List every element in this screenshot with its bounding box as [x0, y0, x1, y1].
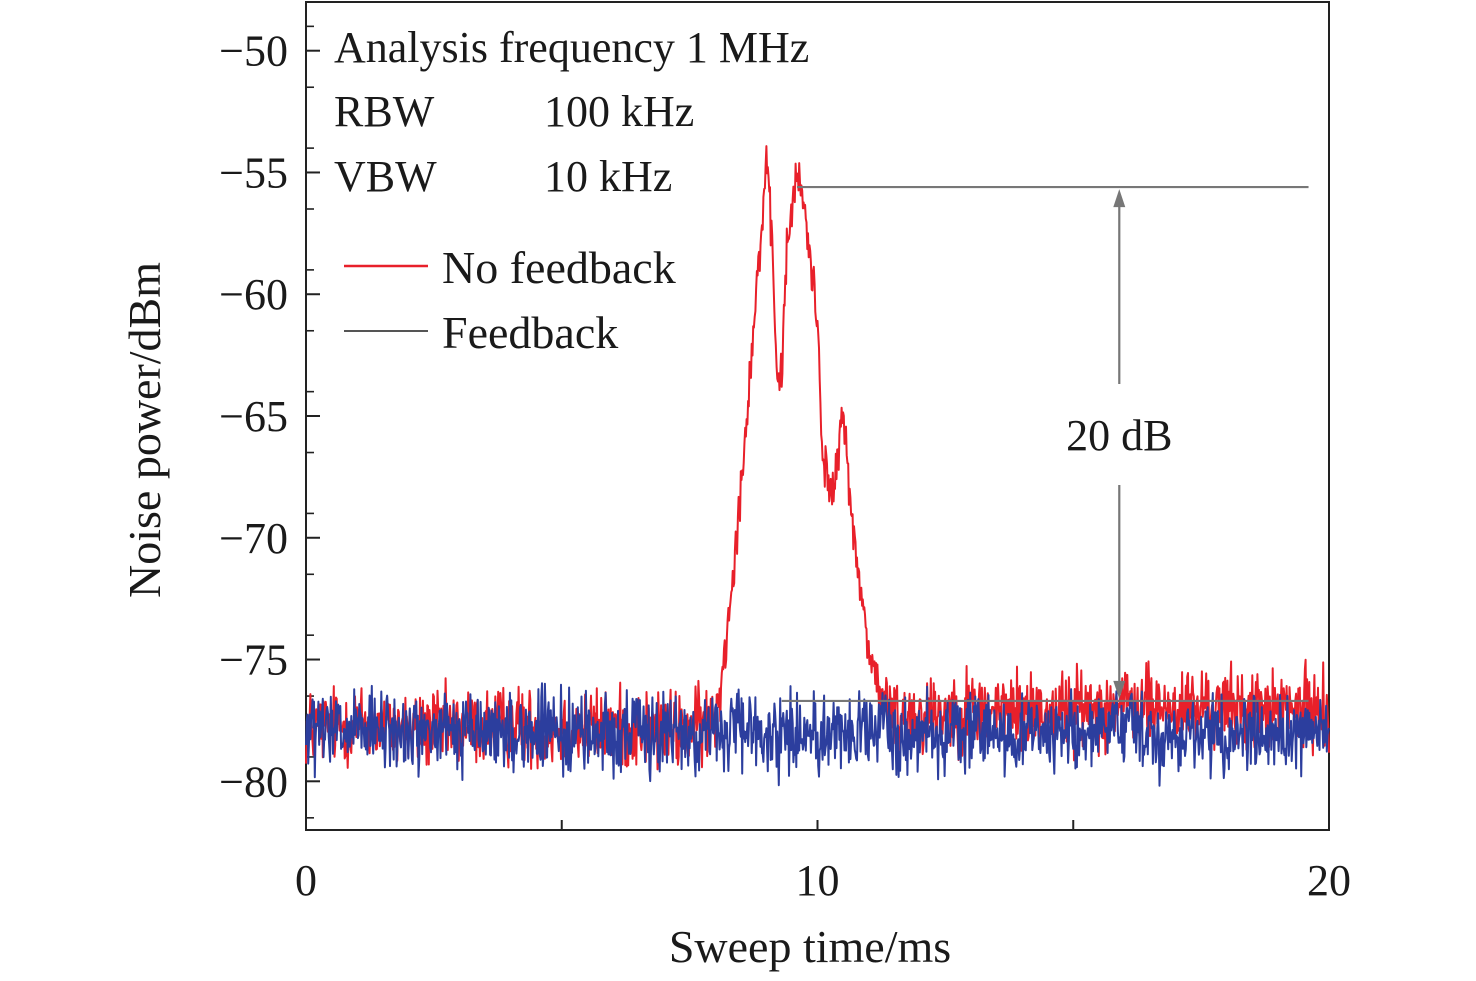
difference-marker: 20 dB — [781, 185, 1309, 703]
x-tick-label: 0 — [295, 856, 317, 905]
y-tick-label: −70 — [219, 514, 288, 563]
y-tick-label: −65 — [219, 392, 288, 441]
x-tick-label: 10 — [796, 856, 840, 905]
x-axis-title: Sweep time/ms — [669, 921, 951, 972]
arrow-head-up-icon — [1113, 189, 1126, 208]
legend-label-no-feedback: No feedback — [442, 242, 676, 293]
info-line-2-value: 100 kHz — [544, 87, 694, 136]
info-line-1: Analysis frequency 1 MHz — [334, 23, 809, 72]
y-tick-label: −80 — [219, 757, 288, 806]
info-line-3-label: VBW — [334, 152, 437, 201]
axis-ticks — [306, 25, 1075, 830]
difference-label: 20 dB — [1066, 411, 1172, 460]
x-tick-label: 20 — [1307, 856, 1351, 905]
y-tick-label: −55 — [219, 148, 288, 197]
info-line-2-label: RBW — [334, 87, 435, 136]
legend-label-feedback: Feedback — [442, 307, 618, 358]
y-tick-label: −50 — [219, 27, 288, 76]
y-tick-label: −60 — [219, 270, 288, 319]
series-line-no-feedback — [305, 145, 1330, 771]
series-line-feedback — [305, 682, 1330, 787]
y-tick-label: −75 — [219, 636, 288, 685]
y-axis-title: Noise power/dBm — [119, 262, 170, 598]
info-line-3-value: 10 kHz — [544, 152, 672, 201]
series-layer — [305, 145, 1330, 787]
legend: No feedback Feedback — [344, 242, 676, 358]
axis-tick-labels: −80 −75 −70 −65 −60 −55 −50 0 10 20 — [219, 27, 1351, 905]
arrow-head-down-icon — [1113, 680, 1126, 699]
